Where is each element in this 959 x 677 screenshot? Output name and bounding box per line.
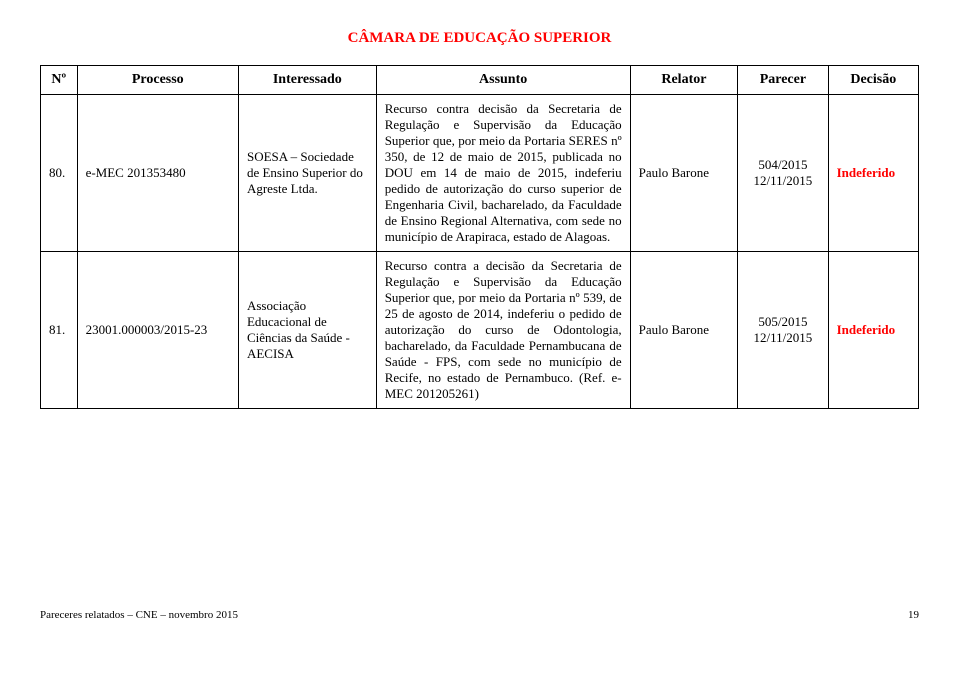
table-row: 80. e-MEC 201353480 SOESA – Sociedade de… [41, 95, 919, 252]
col-header-relator: Relator [630, 66, 738, 95]
col-header-n: Nº [41, 66, 78, 95]
footer-left: Pareceres relatados – CNE – novembro 201… [40, 609, 238, 621]
cell-relator: Paulo Barone [630, 252, 738, 409]
cell-assunto: Recurso contra decisão da Secretaria de … [376, 95, 630, 252]
cell-parecer: 505/201512/11/2015 [738, 252, 828, 409]
col-header-interessado: Interessado [238, 66, 376, 95]
col-header-decisao: Decisão [828, 66, 918, 95]
cell-assunto: Recurso contra a decisão da Secretaria d… [376, 252, 630, 409]
cell-n: 81. [41, 252, 78, 409]
col-header-assunto: Assunto [376, 66, 630, 95]
table-row: 81. 23001.000003/2015-23 Associação Educ… [41, 252, 919, 409]
cell-decisao: Indeferido [828, 95, 918, 252]
cell-parecer: 504/201512/11/2015 [738, 95, 828, 252]
cell-processo: 23001.000003/2015-23 [77, 252, 238, 409]
page-footer: Pareceres relatados – CNE – novembro 201… [40, 609, 919, 621]
rulings-table: Nº Processo Interessado Assunto Relator … [40, 65, 919, 409]
cell-decisao: Indeferido [828, 252, 918, 409]
cell-relator: Paulo Barone [630, 95, 738, 252]
col-header-processo: Processo [77, 66, 238, 95]
cell-n: 80. [41, 95, 78, 252]
cell-interessado: SOESA – Sociedade de Ensino Superior do … [238, 95, 376, 252]
cell-interessado: Associação Educacional de Ciências da Sa… [238, 252, 376, 409]
table-header-row: Nº Processo Interessado Assunto Relator … [41, 66, 919, 95]
cell-processo: e-MEC 201353480 [77, 95, 238, 252]
footer-page-number: 19 [908, 609, 919, 621]
col-header-parecer: Parecer [738, 66, 828, 95]
page-title: CÂMARA DE EDUCAÇÃO SUPERIOR [40, 30, 919, 47]
